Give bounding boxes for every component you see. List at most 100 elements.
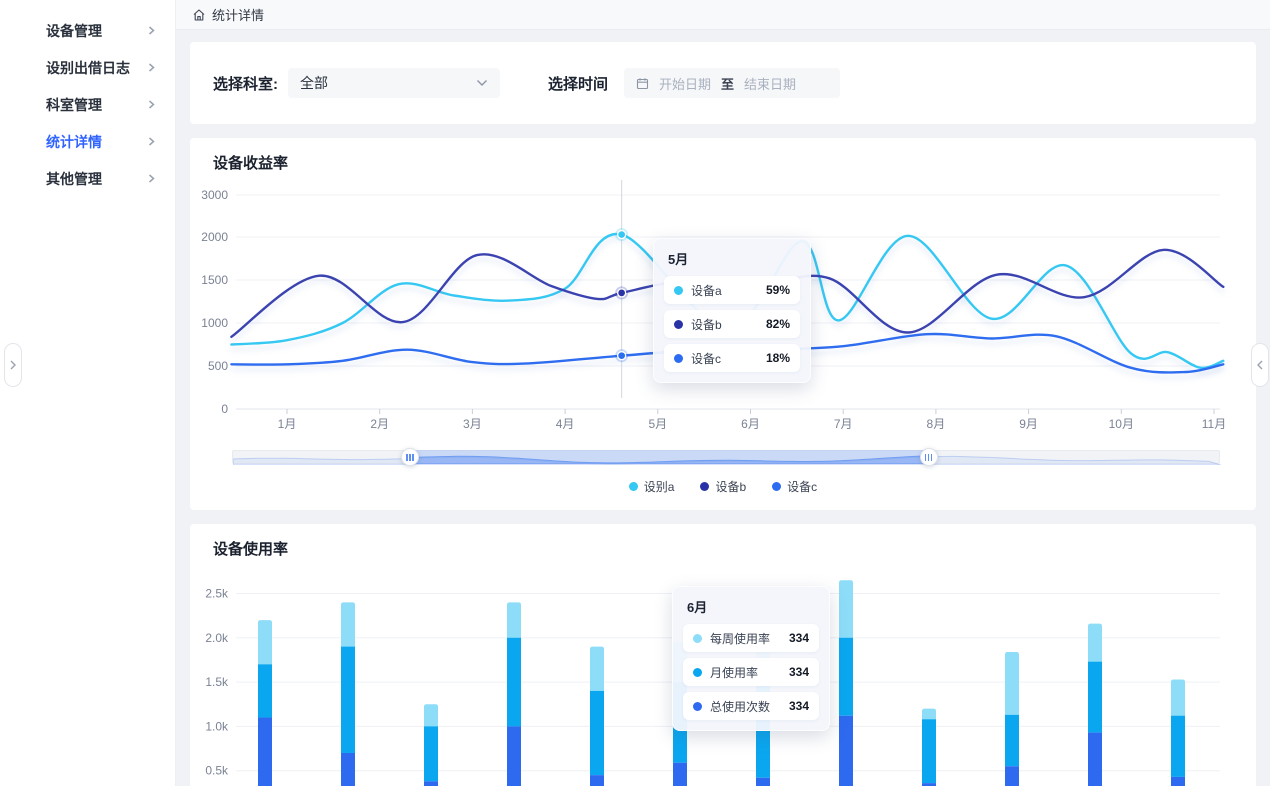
chart1-tooltip: 5月设备a 59% 设备b 82% 设备c 18% — [653, 238, 811, 383]
department-select[interactable]: 全部 — [288, 68, 500, 98]
svg-text:1.0k: 1.0k — [205, 719, 229, 733]
datazoom-selected-range[interactable] — [409, 450, 929, 464]
date-range-separator: 至 — [721, 76, 735, 92]
tooltip-series-value: 18% — [765, 351, 790, 365]
tooltip-series-name: 设备b — [691, 317, 722, 332]
tooltip-row: 设备b 82% — [664, 310, 800, 338]
svg-text:2.0k: 2.0k — [205, 631, 229, 645]
end-date-input[interactable]: 结束日期 — [744, 76, 797, 92]
department-filter-label: 选择科室: — [213, 75, 278, 93]
line-chart-svg: 0 500 1000 1500 2000 3000 1月 2月 3月 4月 5月 6月 7月 8月 9月 10… — [201, 180, 1226, 431]
svg-text:2000: 2000 — [201, 230, 228, 244]
sidebar-item-1[interactable]: 设备管理 — [0, 12, 175, 49]
bar-12月[interactable] — [1171, 679, 1185, 786]
tooltip-series-name: 每周使用率 — [710, 631, 771, 646]
tooltip-title: 5月 — [668, 252, 689, 267]
tooltip-row: 设备a 59% — [664, 276, 800, 304]
tooltip-title: 6月 — [687, 600, 708, 615]
chevron-right-icon — [148, 63, 155, 72]
sidebar-nav: 设备管理设别出借日志科室管理 统计详情 其他管理 — [0, 0, 175, 197]
svg-text:2月: 2月 — [370, 417, 389, 431]
sidebar-collapse-button[interactable] — [4, 343, 22, 387]
series-dot-icon — [693, 701, 702, 711]
svg-text:3月: 3月 — [463, 417, 482, 431]
tooltip-row: 月使用率 334 — [683, 658, 819, 686]
tooltip-series-value: 334 — [788, 665, 809, 679]
bar-2月[interactable] — [341, 602, 355, 786]
svg-text:4月: 4月 — [556, 417, 575, 431]
chevron-down-icon — [476, 79, 488, 87]
legend-item-1[interactable]: 设别a — [628, 478, 675, 495]
svg-text:0: 0 — [221, 402, 228, 416]
legend-label: 设别a — [643, 480, 675, 494]
legend-label: 设备c — [787, 480, 818, 494]
bar-8月[interactable] — [839, 580, 853, 786]
svg-text:7月: 7月 — [834, 417, 853, 431]
bar-10月[interactable] — [1005, 651, 1019, 786]
chevron-right-icon — [148, 174, 155, 183]
series-dot-icon — [693, 633, 702, 643]
panel-collapse-button[interactable] — [1251, 343, 1269, 387]
sidebar-item-4[interactable]: 统计详情 — [0, 123, 175, 160]
legend-dot-icon — [772, 482, 782, 491]
revenue-chart-card: 设备收益率 0 500 1000 1500 2000 3000 1月 2月 3月 4月 5月 6月 7月… — [190, 138, 1256, 510]
time-filter-label: 选择时间 — [548, 75, 609, 93]
tooltip-row: 设备c 18% — [664, 344, 800, 372]
legend-dot-icon — [628, 482, 638, 491]
datazoom-slider[interactable] — [232, 448, 1221, 466]
bar-3月[interactable] — [424, 704, 438, 786]
revenue-line-chart[interactable]: 0 500 1000 1500 2000 3000 1月 2月 3月 4月 5月 6月 7月 8月 9月 10… — [190, 138, 1256, 448]
svg-text:5月: 5月 — [648, 417, 667, 431]
revenue-chart-title: 设备收益率 — [213, 155, 289, 172]
svg-text:8月: 8月 — [927, 417, 946, 431]
bar-1月[interactable] — [258, 620, 272, 786]
legend-item-2[interactable]: 设备b — [700, 478, 746, 495]
tooltip-series-value: 334 — [788, 699, 809, 713]
main-content: 统计详情 选择科室: 全部 选择时间 开始日期 至 结束日期 设备收益率 0 50… — [176, 0, 1270, 786]
svg-text:11月: 11月 — [1202, 417, 1226, 431]
legend-label: 设备b — [715, 480, 747, 494]
chart-legend: 设别a 设备b 设备c — [190, 478, 1256, 495]
tooltip-series-value: 334 — [788, 631, 809, 645]
svg-text:1.5k: 1.5k — [205, 675, 229, 689]
legend-item-3[interactable]: 设备c — [772, 478, 817, 495]
sidebar-item-5[interactable]: 其他管理 — [0, 160, 175, 197]
chevron-left-icon — [1257, 360, 1263, 370]
svg-text:500: 500 — [208, 359, 228, 373]
chevron-right-icon — [10, 360, 16, 370]
usage-chart-title: 设备使用率 — [213, 541, 289, 558]
department-select-value: 全部 — [300, 75, 328, 91]
tooltip-series-name: 设备a — [691, 283, 722, 298]
series-dot-icon — [693, 667, 702, 677]
sidebar-item-2[interactable]: 设别出借日志 — [0, 49, 175, 86]
bar-9月[interactable] — [922, 708, 936, 786]
home-icon — [193, 8, 205, 21]
chevron-right-icon — [148, 100, 155, 109]
breadcrumb: 统计详情 — [176, 0, 1270, 30]
chevron-right-icon — [148, 26, 155, 35]
sidebar-item-3[interactable]: 科室管理 — [0, 86, 175, 123]
sidebar-item-label: 设别出借日志 — [46, 59, 130, 76]
usage-chart-card: 设备使用率 0.5k 1.0k 1.5k 2.0k 2.5k 6月 每周使用率 334 月使用… — [190, 524, 1256, 786]
svg-text:6月: 6月 — [741, 417, 760, 431]
svg-text:10月: 10月 — [1109, 417, 1134, 431]
breadcrumb-title[interactable]: 统计详情 — [212, 8, 265, 23]
datazoom-left-handle[interactable] — [400, 448, 419, 466]
sidebar: 设备管理设别出借日志科室管理 统计详情 其他管理 — [0, 0, 176, 786]
tooltip-row: 总使用次数 334 — [683, 692, 819, 720]
datazoom-right-handle[interactable] — [919, 448, 938, 466]
series-dot-icon — [674, 353, 683, 363]
svg-text:1月: 1月 — [278, 417, 297, 431]
bar-11月[interactable] — [1088, 623, 1102, 786]
svg-text:1000: 1000 — [201, 316, 228, 330]
bar-4月[interactable] — [507, 602, 521, 786]
chart2-tooltip: 6月 每周使用率 334 月使用率 334 总使用次数 334 — [672, 586, 830, 731]
series-dot-icon — [674, 319, 683, 329]
legend-dot-icon — [700, 482, 710, 491]
bar-5月[interactable] — [590, 646, 604, 786]
svg-text:1500: 1500 — [201, 273, 228, 287]
sidebar-item-label: 设备管理 — [46, 22, 102, 39]
date-range-picker[interactable]: 开始日期 至 结束日期 — [624, 68, 841, 98]
start-date-input[interactable]: 开始日期 — [659, 76, 712, 92]
svg-text:2.5k: 2.5k — [205, 587, 229, 601]
